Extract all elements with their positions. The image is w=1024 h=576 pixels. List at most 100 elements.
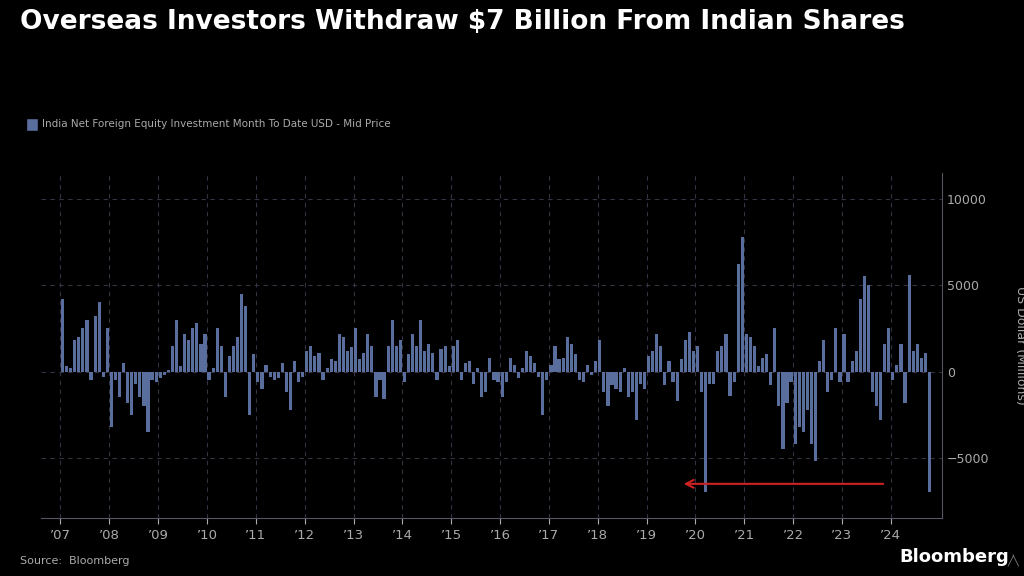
Bar xyxy=(497,372,500,382)
Bar xyxy=(501,372,504,397)
Bar xyxy=(863,276,866,372)
Bar xyxy=(289,372,292,410)
Bar xyxy=(582,372,585,382)
Bar xyxy=(565,337,568,372)
Bar xyxy=(191,328,195,372)
Bar xyxy=(236,337,240,372)
Bar xyxy=(851,361,854,372)
Bar xyxy=(610,372,613,385)
Bar xyxy=(317,353,321,372)
Bar xyxy=(818,361,821,372)
Bar xyxy=(77,337,81,372)
Bar xyxy=(859,299,862,372)
Bar xyxy=(130,372,133,415)
Bar xyxy=(435,372,438,380)
Bar xyxy=(472,372,475,384)
Bar xyxy=(546,372,549,380)
Bar xyxy=(553,346,557,372)
Bar xyxy=(753,346,756,372)
Bar xyxy=(85,320,88,372)
Bar xyxy=(826,372,829,392)
Bar xyxy=(614,372,617,389)
Bar xyxy=(651,351,654,372)
Bar xyxy=(839,372,842,382)
Bar xyxy=(362,353,366,372)
Bar xyxy=(138,372,141,397)
Bar xyxy=(728,372,731,396)
Bar xyxy=(895,365,898,372)
Bar xyxy=(227,356,231,372)
Bar xyxy=(517,372,520,378)
Bar xyxy=(427,344,430,372)
Bar xyxy=(773,328,776,372)
Bar xyxy=(659,346,663,372)
Bar xyxy=(907,275,910,372)
Bar xyxy=(97,302,100,372)
Bar xyxy=(65,366,69,372)
Bar xyxy=(549,365,553,372)
Bar xyxy=(521,368,524,372)
Bar xyxy=(89,372,92,380)
Bar xyxy=(313,356,316,372)
Bar xyxy=(749,337,752,372)
Bar xyxy=(578,372,581,380)
Bar xyxy=(700,372,703,392)
Bar xyxy=(505,372,508,382)
Bar xyxy=(390,320,394,372)
Bar xyxy=(456,340,459,372)
Bar xyxy=(794,372,797,444)
Bar xyxy=(870,372,874,392)
Bar xyxy=(326,368,329,372)
Bar xyxy=(777,372,780,406)
Bar xyxy=(887,328,890,372)
Bar xyxy=(676,372,679,401)
Bar xyxy=(867,285,870,372)
Bar xyxy=(525,351,528,372)
Bar xyxy=(542,372,545,415)
Bar xyxy=(720,346,724,372)
Bar xyxy=(627,372,630,397)
Bar xyxy=(822,340,825,372)
Bar xyxy=(623,368,626,372)
Bar xyxy=(586,365,589,372)
Bar xyxy=(602,372,605,392)
Bar xyxy=(252,354,255,372)
Bar xyxy=(375,372,378,397)
Bar xyxy=(346,351,349,372)
Bar xyxy=(830,372,834,380)
Bar xyxy=(407,354,410,372)
Bar xyxy=(684,340,687,372)
Y-axis label: US Dollar (Millions): US Dollar (Millions) xyxy=(1015,286,1024,405)
Bar xyxy=(248,372,251,415)
Bar xyxy=(386,346,390,372)
Bar xyxy=(240,294,244,372)
Bar xyxy=(712,372,716,384)
Bar xyxy=(911,351,914,372)
Bar xyxy=(590,372,593,375)
Bar xyxy=(105,328,109,372)
Bar xyxy=(464,363,467,372)
Bar xyxy=(688,332,691,372)
Bar xyxy=(765,354,768,372)
Bar xyxy=(643,372,646,389)
Bar xyxy=(891,372,894,380)
Bar xyxy=(383,372,386,399)
Bar xyxy=(334,361,337,372)
Bar xyxy=(134,372,137,384)
Bar xyxy=(342,337,345,372)
Bar xyxy=(159,372,162,378)
Bar xyxy=(151,372,154,380)
Bar xyxy=(163,372,166,375)
Bar xyxy=(93,316,96,372)
Bar xyxy=(371,346,374,372)
Bar xyxy=(883,344,887,372)
Bar xyxy=(187,340,190,372)
Bar xyxy=(73,340,77,372)
Bar xyxy=(509,358,512,372)
Bar xyxy=(167,370,170,372)
Bar xyxy=(155,372,158,382)
Bar xyxy=(606,372,609,406)
Bar xyxy=(664,372,667,385)
Text: Overseas Investors Withdraw $7 Billion From Indian Shares: Overseas Investors Withdraw $7 Billion F… xyxy=(20,9,905,35)
Bar xyxy=(915,344,919,372)
